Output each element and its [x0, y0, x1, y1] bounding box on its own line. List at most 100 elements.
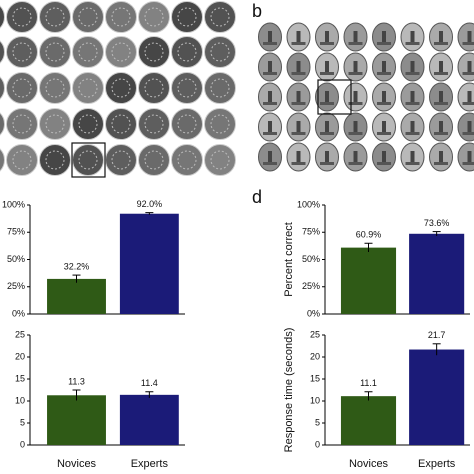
- fingerprint-ridge: [144, 114, 164, 134]
- face-feature: [439, 121, 443, 133]
- fingerprint-ridge: [144, 150, 164, 170]
- fingerprint-ridge: [12, 78, 32, 98]
- highlight-box: [71, 142, 106, 178]
- face-feature: [353, 31, 358, 43]
- fingerprint: [0, 112, 5, 136]
- fingerprint: [138, 144, 170, 176]
- fingerprint-ridge: [210, 78, 230, 98]
- face-feature: [439, 151, 443, 163]
- x-tick-label: Novices: [57, 458, 97, 470]
- fingerprint: [0, 5, 5, 29]
- y-tick-label: 20: [15, 351, 25, 361]
- x-tick-label: Novices: [349, 458, 389, 470]
- face-feature: [405, 42, 420, 45]
- face-feature: [467, 121, 472, 133]
- face-feature: [467, 151, 472, 163]
- face-feature: [434, 42, 448, 45]
- y-axis-label: Percent correct: [283, 222, 295, 297]
- face: [457, 22, 474, 52]
- face-feature: [410, 121, 415, 133]
- y-tick-label: 5: [20, 417, 25, 427]
- fingerprint-ridge: [177, 78, 197, 98]
- fingerprint: [6, 72, 38, 104]
- y-tick-label: 100%: [2, 199, 25, 209]
- fingerprint: [204, 36, 236, 68]
- fingerprint: [171, 1, 203, 33]
- face-feature: [291, 102, 306, 105]
- panel-label: b: [252, 1, 262, 21]
- value-label: 92.0%: [137, 199, 163, 209]
- fingerprint-ridge: [78, 7, 98, 27]
- value-label: 11.4: [141, 378, 158, 388]
- face-feature: [405, 162, 420, 165]
- fingerprint: [6, 144, 38, 176]
- face-feature: [320, 162, 334, 165]
- fingerprint-ridge: [177, 42, 197, 62]
- fingerprint-ridge: [45, 114, 65, 134]
- face-feature: [462, 132, 474, 135]
- face-feature: [377, 42, 391, 45]
- fingerprint-ridge: [144, 42, 164, 62]
- fingerprint-ridge: [12, 7, 32, 27]
- face-feature: [325, 31, 329, 43]
- face-feature: [263, 132, 277, 135]
- fingerprint: [138, 1, 170, 33]
- fingerprint-ridge: [144, 7, 164, 27]
- face-feature: [325, 151, 329, 163]
- face-feature: [439, 61, 443, 73]
- x-tick-label: Experts: [418, 458, 456, 470]
- fingerprint-ridge: [210, 150, 230, 170]
- fingerprint-ridge: [111, 7, 131, 27]
- fingerprint-ridge: [78, 114, 98, 134]
- fingerprint: [204, 144, 236, 176]
- bar: [119, 213, 179, 314]
- fingerprint: [204, 1, 236, 33]
- bar: [340, 396, 397, 445]
- value-label: 73.6%: [424, 218, 450, 228]
- face-feature: [291, 72, 306, 75]
- face-feature: [405, 72, 420, 75]
- face-feature: [405, 132, 420, 135]
- y-axis-label: Response time (seconds): [283, 328, 295, 453]
- fingerprint-ridge: [78, 150, 98, 170]
- face-feature: [320, 42, 334, 45]
- fingerprint: [0, 76, 5, 100]
- fingerprint: [39, 72, 71, 104]
- fingerprint: [204, 72, 236, 104]
- fingerprint: [171, 108, 203, 140]
- face-feature: [348, 162, 363, 165]
- face-feature: [296, 31, 301, 43]
- face-feature: [268, 61, 272, 73]
- face-feature: [291, 42, 306, 45]
- y-tick-label: 25%: [7, 281, 25, 291]
- face-feature: [434, 102, 448, 105]
- fingerprint-ridge: [45, 78, 65, 98]
- face-feature: [410, 31, 415, 43]
- value-label: 21.7: [428, 330, 446, 340]
- face-feature: [462, 102, 474, 105]
- fingerprint: [105, 144, 137, 176]
- fingerprint-ridge: [210, 114, 230, 134]
- fingerprint: [39, 1, 71, 33]
- fingerprint: [105, 108, 137, 140]
- face-feature: [467, 91, 472, 103]
- y-tick-label: 25%: [302, 281, 320, 291]
- y-tick-label: 5: [315, 417, 320, 427]
- face-feature: [263, 72, 277, 75]
- fingerprint: [39, 36, 71, 68]
- highlight-box: [317, 79, 352, 115]
- fingerprint-ridge: [111, 114, 131, 134]
- face-feature: [462, 162, 474, 165]
- fingerprint-ridge: [210, 42, 230, 62]
- value-label: 11.1: [360, 378, 377, 388]
- y-tick-label: 0: [315, 439, 320, 449]
- face-feature: [377, 162, 391, 165]
- bar: [119, 394, 179, 445]
- face-feature: [296, 121, 301, 133]
- face-feature: [263, 42, 277, 45]
- face-feature: [325, 121, 329, 133]
- fingerprint-ridge: [45, 7, 65, 27]
- face-feature: [296, 91, 301, 103]
- y-tick-label: 0: [20, 439, 25, 449]
